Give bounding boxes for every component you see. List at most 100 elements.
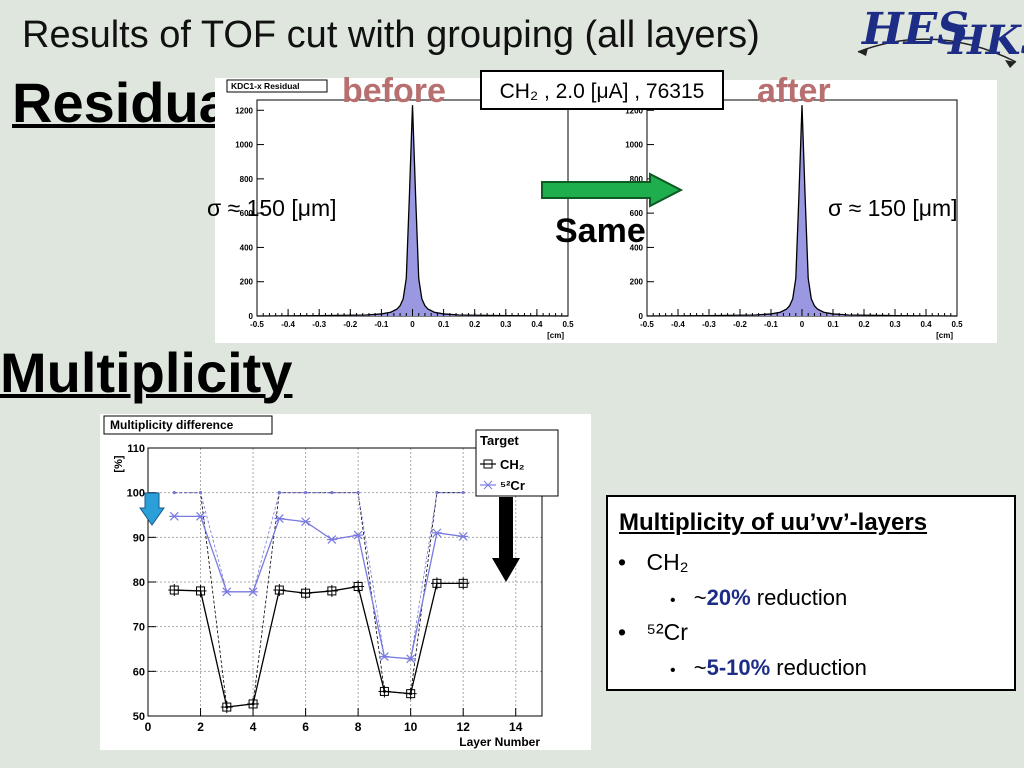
data-point-cr	[195, 511, 206, 521]
y-tick-label: 60	[133, 666, 145, 678]
data-point-ch2	[378, 685, 391, 698]
bullet-icon: •	[670, 592, 676, 609]
data-point-ch2	[194, 584, 207, 597]
y-tick-label: 200	[630, 278, 644, 287]
summary-value: 5-10%	[706, 655, 771, 680]
x-tick-label: -0.3	[312, 320, 326, 329]
marker-d2	[406, 654, 416, 664]
data-point-cr	[431, 528, 442, 538]
data-point-cr	[221, 587, 232, 597]
x-tick-label: -0.2	[733, 320, 747, 329]
x-tick-label: -0.1	[375, 320, 389, 329]
marker-d2	[432, 528, 442, 538]
data-point-cr	[458, 532, 469, 541]
y-tick-label: 1200	[235, 106, 253, 115]
summary-box: Multiplicity of uu’vv’-layers • CH₂ • ~2…	[606, 495, 1016, 691]
reference-line	[174, 492, 464, 660]
series-line	[174, 515, 464, 660]
summary-subitem-ch2: • ~20% reduction	[670, 585, 847, 611]
summary-suffix: reduction	[770, 655, 867, 680]
marker-d2	[327, 535, 337, 544]
residual-heading: Residual	[12, 71, 246, 134]
x-tick-label: 10	[404, 720, 418, 734]
data-point-ch2	[220, 701, 233, 714]
legend-marker	[483, 459, 493, 469]
legend-marker	[483, 480, 493, 490]
x-tick-label: 4	[250, 720, 257, 734]
histogram-outline	[256, 105, 569, 317]
data-point-cr	[274, 514, 285, 523]
condition-box: CH₂ , 2.0 [μA] , 76315	[480, 70, 724, 110]
residual-histogram-after: 0 200 400 600 800 1000 1200 -0.5 -0.4 -0.3 -0.2 -0.…	[606, 80, 997, 343]
y-tick-label: 0	[249, 312, 254, 321]
after-label: after	[757, 72, 831, 110]
before-label: before	[342, 72, 446, 110]
data-point-cr	[300, 517, 311, 527]
marker-d2	[458, 532, 468, 541]
x-tick-label: 0.5	[951, 320, 963, 329]
multiplicity-heading: Multiplicity	[0, 341, 293, 404]
reference-point	[172, 491, 176, 495]
x-tick-label: 0	[800, 320, 805, 329]
same-label: Same	[555, 212, 646, 250]
data-point-ch2	[247, 697, 260, 710]
summary-item-ch2: • CH₂	[618, 549, 689, 576]
series-line	[174, 582, 464, 708]
marker-d2	[353, 530, 363, 540]
y-tick-label: 50	[133, 711, 145, 723]
marker-d2	[379, 652, 389, 662]
x-tick-label: -0.5	[640, 320, 654, 329]
data-point-ch2	[299, 587, 312, 600]
y-tick-label: 400	[240, 243, 254, 252]
x-tick-label: 8	[355, 720, 362, 734]
sigma-before: σ ≈ 150 [μm]	[207, 195, 337, 221]
x-tick-label: 0	[410, 320, 415, 329]
summary-value: 20%	[706, 585, 751, 610]
data-point-cr	[169, 511, 180, 521]
summary-item-label: ⁵²Cr	[646, 619, 688, 645]
legend-label: CH₂	[500, 457, 525, 472]
x-tick-label: 0.5	[562, 320, 574, 329]
data-point-ch2	[325, 584, 338, 597]
y-tick-label: 0	[639, 312, 644, 321]
x-tick-label: 12	[457, 720, 471, 734]
bullet-icon: •	[618, 619, 627, 645]
x-tick-label: -0.4	[281, 320, 295, 329]
x-axis-label: [cm]	[547, 331, 564, 340]
y-tick-label: 70	[133, 622, 145, 634]
marker-d2	[274, 514, 284, 523]
x-tick-label: -0.4	[671, 320, 685, 329]
legend-label: ⁵²Cr	[500, 478, 525, 493]
data-point-ch2	[352, 580, 365, 593]
logo-text-hks: HKS	[947, 17, 1024, 64]
reference-line	[174, 492, 464, 708]
reference-point	[304, 491, 308, 495]
marker-d2	[248, 587, 258, 597]
hes-hks-logo: HES HKS	[857, 4, 1024, 68]
down-arrow-icon	[139, 492, 165, 526]
x-tick-label: 0.1	[438, 320, 450, 329]
data-point-cr	[405, 654, 416, 664]
chart-title-box	[103, 415, 273, 435]
summary-subitem-cr: • ~5-10% reduction	[670, 655, 867, 681]
histogram-fill	[257, 105, 568, 316]
data-point-cr	[248, 587, 259, 597]
y-tick-label: 200	[240, 278, 254, 287]
y-tick-label: 110	[127, 443, 145, 455]
right-arrow-icon	[541, 172, 684, 208]
x-tick-label: 0.4	[531, 320, 543, 329]
data-point-ch2	[273, 584, 286, 597]
y-tick-label: 1000	[235, 141, 253, 150]
chart-legend: Target CH₂ ⁵²Cr	[475, 429, 559, 497]
x-tick-label: 0.2	[858, 320, 870, 329]
marker-d2	[169, 511, 179, 521]
legend-title: Target	[480, 433, 519, 448]
summary-title: Multiplicity of uu’vv’-layers	[619, 509, 928, 536]
histogram-fill	[647, 105, 957, 316]
data-point-cr	[379, 652, 390, 662]
down-arrow-icon	[492, 497, 520, 582]
y-tick-label: 80	[133, 577, 145, 589]
reference-point	[277, 491, 281, 495]
chart-title: Multiplicity difference	[110, 418, 234, 432]
